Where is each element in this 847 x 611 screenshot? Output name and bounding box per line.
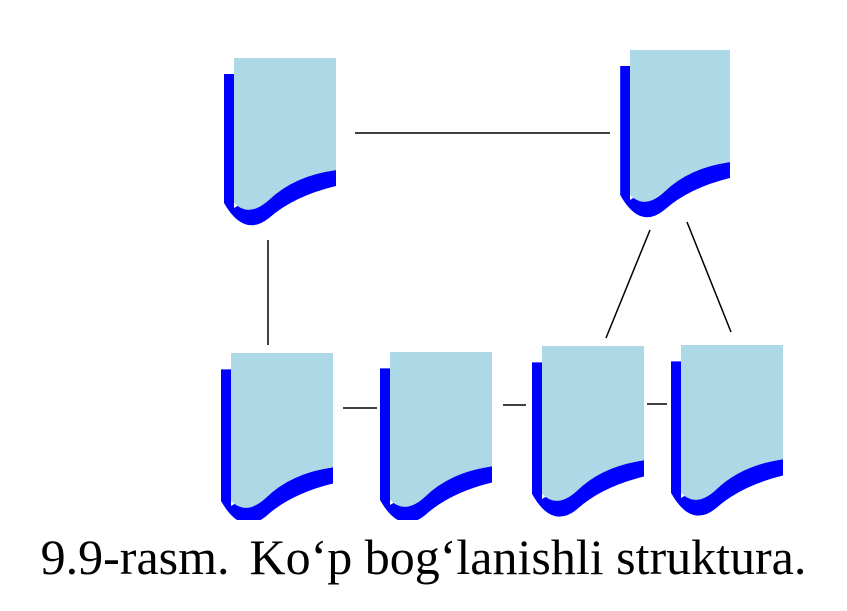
figure-number: 9.9-rasm. bbox=[40, 529, 230, 585]
document-icon-bottom-1 bbox=[221, 353, 333, 520]
document-icon-bottom-4 bbox=[671, 345, 783, 516]
figure-title: Ko‘p bog‘lanishli struktura. bbox=[249, 529, 807, 585]
figure-caption: 9.9-rasm. Ko‘p bog‘lanishli struktura. bbox=[0, 522, 847, 592]
document-icon-bottom-2 bbox=[380, 352, 492, 520]
multi-link-structure-diagram bbox=[221, 50, 783, 520]
document-icon-top-left bbox=[224, 58, 336, 226]
connector-right-to-bottom-3 bbox=[605, 229, 651, 339]
connector-right-to-bottom-4 bbox=[686, 221, 732, 333]
document-icon-bottom-3 bbox=[532, 346, 644, 517]
document-icon-top-right bbox=[620, 50, 730, 218]
